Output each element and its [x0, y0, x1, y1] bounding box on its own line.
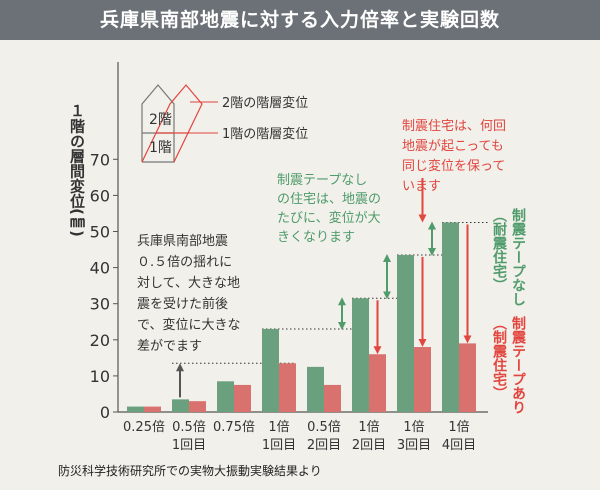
x-category-label: 1倍	[448, 420, 469, 435]
legend-line: 制震テープあり	[510, 315, 527, 414]
bar-no-tape	[172, 399, 189, 412]
annotation-line: ０.５倍の揺れに	[137, 255, 232, 270]
annotation-line: 制震テープなし	[277, 173, 367, 188]
x-category-label: 0.5倍	[172, 420, 206, 435]
y-axis-title: １階の層間変位(㎜)	[68, 103, 86, 237]
bar-with-tape	[324, 384, 341, 412]
bar-with-tape	[459, 343, 476, 412]
annotation-line: 同じ変位を保って	[402, 158, 505, 174]
x-category-label: 1倍	[268, 420, 289, 435]
annotation-line: 震を受けた前後	[137, 296, 228, 312]
annotation-line: います	[402, 179, 441, 194]
annotation-line: 対して、大きな地	[137, 276, 240, 291]
bar-no-tape	[352, 298, 369, 412]
x-category-label: 3回目	[397, 438, 431, 453]
y-tick-label: 60	[90, 186, 110, 205]
x-category-label: 1倍	[403, 420, 424, 435]
annotation-line: 兵庫県南部地震	[137, 233, 228, 249]
x-category-label: 1回目	[262, 438, 296, 453]
y-tick-label: 50	[90, 223, 110, 242]
house-outline-deformed	[141, 84, 203, 163]
annotation-quake: 兵庫県南部地震 ０.５倍の揺れに対して、大きな地震を受けた前後で、変位に大きな差が…	[137, 233, 240, 354]
x-category-label: 1回目	[172, 438, 206, 453]
legend-with-tape: 制震テープあり（制震住宅）	[491, 315, 527, 414]
x-category-label: 2回目	[352, 438, 386, 453]
floor1-label: 1階	[149, 140, 172, 156]
y-tick-label: 30	[90, 295, 110, 314]
legend-line: （耐震住宅）	[491, 208, 508, 292]
bar-with-tape	[189, 401, 206, 412]
legend-line: 制震テープなし	[510, 207, 527, 306]
x-category-label: 4回目	[442, 438, 476, 453]
annotation-line: 制震住宅は、何回	[402, 118, 506, 134]
annotation-line: たびに、変位が大	[277, 210, 381, 226]
bar-no-tape	[127, 406, 144, 412]
y-tick-label: 20	[90, 331, 110, 350]
bar-no-tape	[262, 328, 279, 412]
annotation-line: で、変位に大きな	[137, 317, 240, 333]
legend-no-tape: 制震テープなし（耐震住宅）	[491, 207, 527, 306]
x-category-label: 0.75倍	[213, 420, 255, 435]
bar-no-tape	[217, 381, 234, 412]
y-tick-label: 70	[90, 150, 110, 169]
bars	[127, 222, 476, 412]
annotation-line: きくなります	[277, 230, 355, 245]
annotation-line: 地震が起こっても	[402, 139, 504, 154]
bar-with-tape	[369, 354, 386, 412]
bar-with-tape	[144, 406, 161, 412]
y-axis-label: １階の層間変位(㎜)	[68, 103, 86, 237]
source-note: 防災科学技術研究所での実物大振動実験結果より	[58, 464, 322, 478]
bar-no-tape	[397, 254, 414, 412]
bar-with-tape	[414, 347, 431, 412]
bar-no-tape	[307, 366, 324, 412]
y-axis-ticks: 0 10 20 30 40 50 60 70	[90, 150, 118, 422]
y-tick-label: 40	[90, 259, 110, 278]
annotation-line: の住宅は、地震の	[277, 192, 381, 207]
arrows	[176, 178, 472, 398]
bar-no-tape	[442, 222, 459, 412]
annotation-line: 差がでます	[137, 339, 202, 354]
house-diagram: 2階 1階 2階の階層変位 1階の階層変位	[141, 84, 308, 163]
x-category-label: 0.25倍	[123, 420, 165, 435]
house-outline-original	[141, 84, 175, 163]
legend-line: （制震住宅）	[491, 316, 508, 400]
x-category-label: 1倍	[358, 420, 379, 435]
floor2-displacement-label: 2階の階層変位	[222, 95, 308, 111]
x-category-label: 0.5倍	[307, 420, 341, 435]
bar-with-tape	[279, 363, 296, 412]
x-axis-categories: 0.25倍 0.5倍 1回目 0.75倍 1倍 1回目 0.5倍 2回目 1倍 2回目 1倍 3回目 1…	[123, 420, 476, 453]
floor2-label: 2階	[149, 112, 172, 128]
chart-title: 兵庫県南部地震に対する入力倍率と実験回数	[0, 0, 600, 40]
floor1-displacement-label: 1階の階層変位	[222, 126, 308, 142]
y-tick-label: 0	[100, 403, 110, 422]
bar-with-tape	[234, 384, 251, 412]
x-category-label: 2回目	[307, 438, 341, 453]
y-tick-label: 10	[90, 367, 110, 386]
